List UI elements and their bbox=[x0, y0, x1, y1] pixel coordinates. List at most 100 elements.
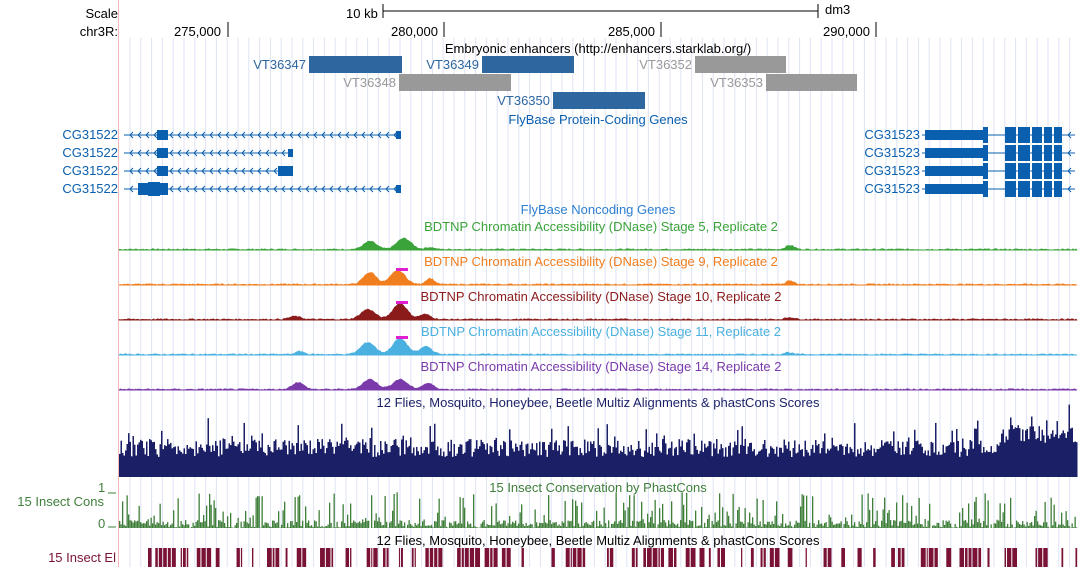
phastcons-bar bbox=[686, 492, 688, 528]
scale-bar bbox=[227, 4, 877, 37]
multiz-bar bbox=[693, 433, 695, 477]
elements-side-label[interactable]: 15 Insect El bbox=[48, 550, 116, 565]
gene-label-cg31523[interactable]: CG31523 bbox=[864, 145, 920, 160]
enhancer-bar-vt36348[interactable] bbox=[399, 74, 511, 91]
multiz-bar bbox=[860, 448, 862, 477]
phastcons-bar bbox=[495, 503, 497, 528]
enhancer-bar-vt36353[interactable] bbox=[766, 74, 857, 91]
gene-label-cg31522[interactable]: CG31522 bbox=[62, 145, 118, 160]
multiz-bar bbox=[203, 450, 205, 477]
phastcons-bar bbox=[1056, 527, 1058, 528]
enhancer-label-vt36352[interactable]: VT36352 bbox=[639, 57, 692, 72]
enhancer-bar-vt36347[interactable] bbox=[309, 56, 402, 73]
enhancer-label-vt36353[interactable]: VT36353 bbox=[710, 75, 763, 90]
multiz-bar bbox=[1053, 436, 1055, 477]
gene-label-cg31522[interactable]: CG31522 bbox=[62, 127, 118, 142]
phastcons-bar bbox=[774, 515, 776, 528]
multiz-bar bbox=[186, 445, 188, 477]
dnase-stage11-title[interactable]: BDTNP Chromatin Accessibility (DNase) St… bbox=[420, 324, 782, 339]
phastcons-bar bbox=[890, 520, 892, 528]
enhancer-bar-vt36349[interactable] bbox=[482, 56, 574, 73]
multiz-bar bbox=[578, 455, 580, 477]
multiz-bar bbox=[443, 451, 445, 477]
phastcons-bar bbox=[258, 496, 260, 528]
gene-label-cg31523[interactable]: CG31523 bbox=[864, 181, 920, 196]
phastcons-bar bbox=[620, 520, 622, 528]
multiz-bar bbox=[998, 445, 1000, 477]
multiz-bar bbox=[311, 454, 313, 477]
multiz-bar bbox=[570, 441, 572, 477]
dnase-stage5-title[interactable]: BDTNP Chromatin Accessibility (DNase) St… bbox=[424, 219, 778, 234]
conserved-element bbox=[631, 548, 635, 567]
exon-block bbox=[1054, 145, 1062, 161]
multiz-bar bbox=[648, 446, 650, 477]
phastcons-bar bbox=[900, 520, 902, 528]
phastcons-bar bbox=[525, 522, 527, 528]
protein-coding-track-title[interactable]: FlyBase Protein-Coding Genes bbox=[508, 112, 688, 127]
multiz-bar bbox=[420, 446, 422, 477]
dnase-stage9-title[interactable]: BDTNP Chromatin Accessibility (DNase) St… bbox=[424, 254, 778, 269]
multiz-bar bbox=[629, 451, 631, 477]
phastcons-bar bbox=[743, 523, 745, 528]
enhancer-bar-vt36352[interactable] bbox=[695, 56, 786, 73]
multiz-bar bbox=[464, 452, 466, 477]
phastcons-bar bbox=[749, 512, 751, 528]
dnase-stage14-title[interactable]: BDTNP Chromatin Accessibility (DNase) St… bbox=[420, 359, 782, 374]
multiz-bar bbox=[770, 446, 772, 477]
phastcons-bar bbox=[173, 510, 175, 528]
strand-arrow bbox=[281, 131, 286, 139]
phastcons-bar bbox=[665, 522, 667, 528]
dnase-stage10-title[interactable]: BDTNP Chromatin Accessibility (DNase) St… bbox=[420, 289, 782, 304]
phastcons-bar bbox=[524, 526, 526, 528]
noncoding-track-title[interactable]: FlyBase Noncoding Genes bbox=[520, 202, 676, 217]
enhancer-label-vt36349[interactable]: VT36349 bbox=[426, 57, 479, 72]
phastcons-bar bbox=[575, 500, 577, 528]
enhancers-track-title[interactable]: Embryonic enhancers (http://enhancers.st… bbox=[444, 41, 752, 56]
phastcons-bar bbox=[539, 522, 541, 528]
multiz-bar bbox=[1007, 439, 1009, 477]
phastcons-bar bbox=[248, 523, 250, 528]
phastcons-bar bbox=[348, 526, 350, 528]
multiz-track-title[interactable]: 12 Flies, Mosquito, Honeybee, Beetle Mul… bbox=[376, 395, 820, 410]
multiz-bar bbox=[875, 452, 877, 477]
multiz-bar bbox=[914, 429, 916, 477]
phastcons-bar bbox=[662, 503, 664, 528]
multiz-bar bbox=[1026, 428, 1028, 477]
phastcons-bar bbox=[231, 527, 233, 528]
gene-label-cg31522[interactable]: CG31522 bbox=[62, 181, 118, 196]
phastcons-bar bbox=[579, 526, 581, 528]
gene-models-cg31523[interactable] bbox=[922, 127, 1075, 197]
enhancer-bar-vt36350[interactable] bbox=[553, 92, 645, 109]
phastcons-bar bbox=[747, 522, 749, 528]
gene-label-cg31523[interactable]: CG31523 bbox=[864, 127, 920, 142]
phastcons-bar bbox=[855, 526, 857, 528]
phastcons-bar bbox=[521, 504, 523, 528]
phastcons-track-title[interactable]: 15 Insect Conservation by PhastCons bbox=[489, 480, 707, 495]
gene-models-cg31522[interactable] bbox=[124, 130, 401, 196]
elements-track-title[interactable]: 12 Flies, Mosquito, Honeybee, Beetle Mul… bbox=[376, 533, 820, 548]
phastcons-side-label[interactable]: 15 Insect Cons bbox=[17, 494, 104, 509]
multiz-bar bbox=[888, 443, 890, 477]
strand-arrow bbox=[329, 131, 334, 139]
enhancer-label-vt36350[interactable]: VT36350 bbox=[497, 93, 550, 108]
phastcons-bar bbox=[393, 494, 395, 528]
phastcons-max-label: 1 bbox=[98, 480, 106, 495]
multiz-bar bbox=[852, 452, 854, 477]
multiz-bar bbox=[710, 441, 712, 477]
gene-label-cg31523[interactable]: CG31523 bbox=[864, 163, 920, 178]
enhancer-label-vt36348[interactable]: VT36348 bbox=[343, 75, 396, 90]
multiz-bar bbox=[1071, 427, 1073, 477]
multiz-bar bbox=[939, 454, 941, 477]
multiz-bar bbox=[483, 444, 485, 477]
gene-label-cg31522[interactable]: CG31522 bbox=[62, 163, 118, 178]
strand-arrow bbox=[217, 131, 222, 139]
multiz-bar bbox=[962, 438, 964, 477]
multiz-bar bbox=[1038, 426, 1040, 477]
strand-arrow bbox=[129, 131, 134, 139]
multiz-bar bbox=[207, 418, 209, 477]
enhancer-label-vt36347[interactable]: VT36347 bbox=[253, 57, 306, 72]
phastcons-bar bbox=[347, 514, 349, 528]
multiz-bar bbox=[125, 450, 127, 477]
